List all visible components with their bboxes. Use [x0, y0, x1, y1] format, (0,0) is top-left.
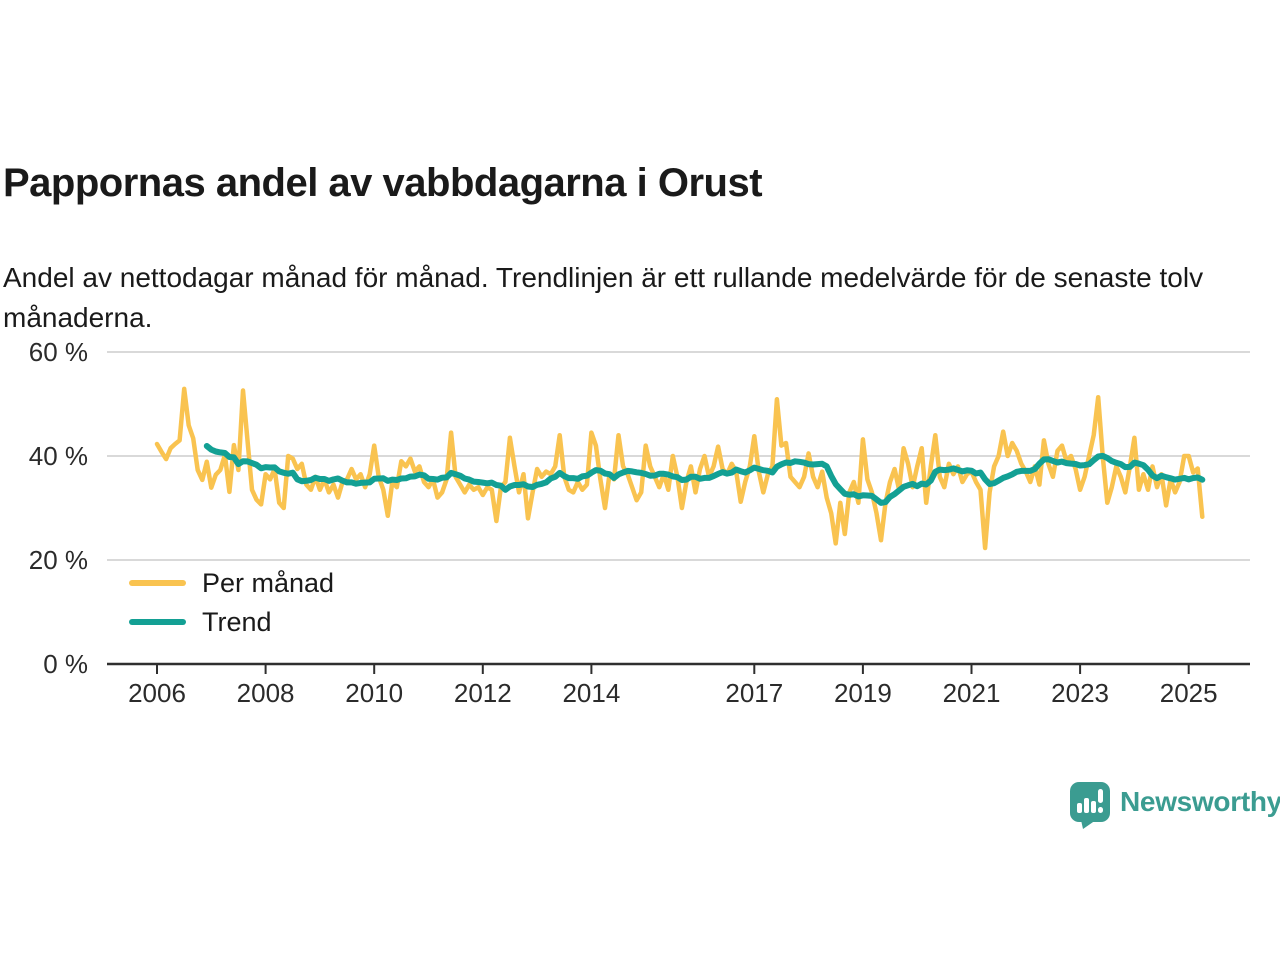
x-tick-label: 2025 — [1160, 678, 1218, 708]
x-tick-label: 2019 — [834, 678, 892, 708]
trend-line — [203, 443, 1206, 506]
y-tick-label: 60 % — [29, 337, 88, 367]
x-tick-label: 2008 — [237, 678, 295, 708]
per-manad-line — [154, 386, 1205, 551]
x-tick-label: 2017 — [725, 678, 783, 708]
newsworthy-brand-name: Newsworthy — [1120, 786, 1280, 817]
page-title: Pappornas andel av vabbdagarna i Orust — [3, 160, 763, 205]
newsworthy-brand: Newsworthy — [1070, 781, 1280, 829]
x-tick-label: 2012 — [454, 678, 512, 708]
x-tick-label: 2014 — [562, 678, 620, 708]
y-tick-label: 0 % — [43, 649, 88, 679]
vab-share-line-chart: 0 % 20 % 40 % 60 % 2006 2008 2010 2012 2014 2017 2… — [29, 337, 1250, 708]
chart-subtitle: Andel av nettodagar månad för månad. Tre… — [3, 262, 1204, 333]
x-tick-label: 2006 — [128, 678, 186, 708]
legend-item-per-manad: Per månad — [129, 567, 335, 598]
x-tick-label: 2021 — [943, 678, 1001, 708]
per-manad-line-swatch — [129, 580, 186, 586]
newsworthy-logo-icon — [1070, 781, 1110, 829]
y-tick-label: 40 % — [29, 441, 88, 471]
legend-item-trend: Trend — [129, 606, 334, 637]
legend-label-trend: Trend — [202, 606, 272, 637]
chart-legend: Per månad Trend — [129, 567, 335, 637]
trend-line-swatch — [129, 619, 186, 625]
y-tick-label: 20 % — [29, 545, 88, 575]
x-tick-label: 2023 — [1051, 678, 1109, 708]
x-tick-label: 2010 — [345, 678, 403, 708]
legend-label-per-manad: Per månad — [202, 567, 335, 598]
